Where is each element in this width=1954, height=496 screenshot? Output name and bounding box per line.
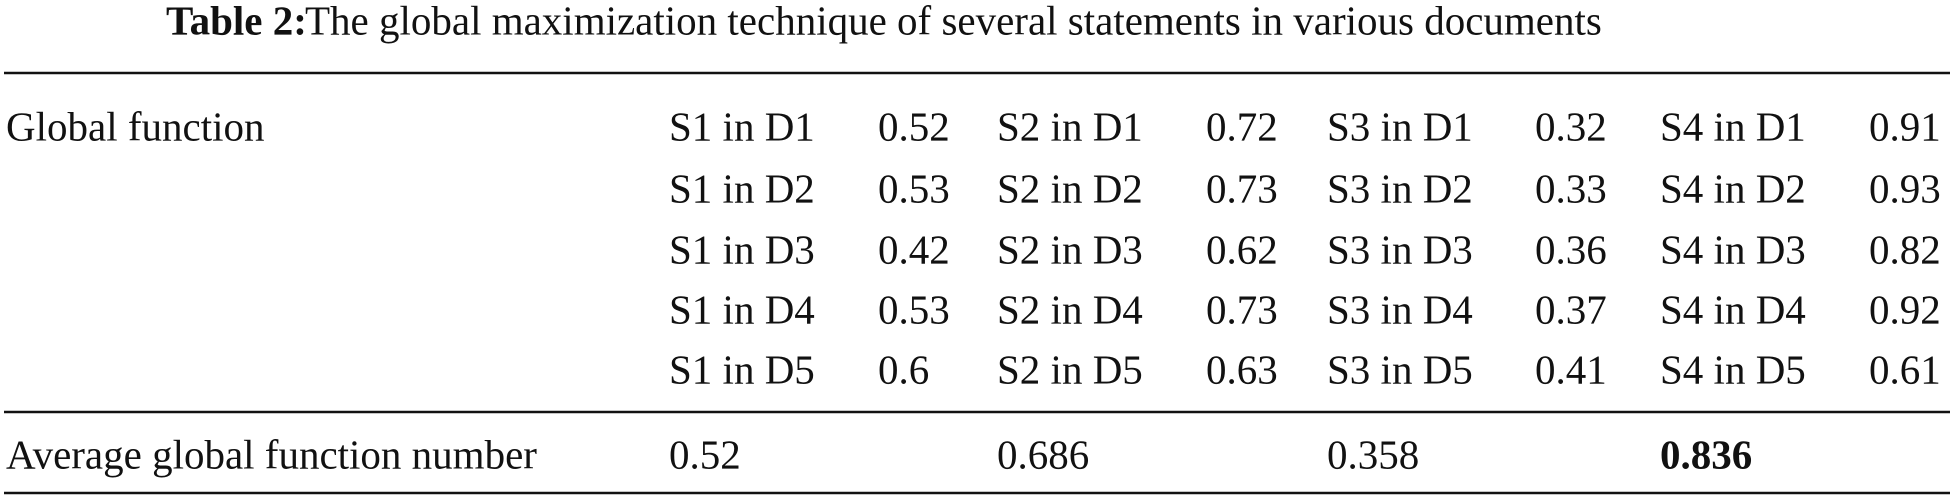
caption-label: Table 2: [166,0,307,43]
caption-text: The global maximization technique of sev… [305,0,1602,43]
statement-value: 0.42 [878,226,950,272]
statement-label: S2 in D4 [997,286,1143,332]
statement-value: 0.91 [1869,103,1941,149]
average: 0.52 [669,431,741,477]
statement-value: 0.92 [1869,286,1941,332]
statement-value: 0.41 [1535,346,1607,392]
statement-value: 0.53 [878,165,950,211]
statement-value: 0.82 [1869,226,1941,272]
row-label: Average global function number [6,431,537,477]
statement-label: S4 in D4 [1660,286,1806,332]
statement-value: 0.53 [878,286,950,332]
average: 0.686 [997,431,1089,477]
statement-label: S2 in D3 [997,226,1143,272]
statement-value: 0.63 [1206,346,1278,392]
statement-label: S4 in D5 [1660,346,1806,392]
statement-label: S3 in D2 [1327,165,1473,211]
statement-value: 0.32 [1535,103,1607,149]
statement-label: S3 in D4 [1327,286,1473,332]
statement-label: S4 in D1 [1660,103,1806,149]
statement-label: S3 in D5 [1327,346,1473,392]
statement-label: S4 in D2 [1660,165,1806,211]
statement-label: S2 in D5 [997,346,1143,392]
statement-label: S1 in D5 [669,346,815,392]
statement-value: 0.62 [1206,226,1278,272]
statement-label: S3 in D3 [1327,226,1473,272]
statement-label: S1 in D3 [669,226,815,272]
statement-value: 0.93 [1869,165,1941,211]
statement-label: S2 in D1 [997,103,1143,149]
statement-value: 0.72 [1206,103,1278,149]
average: 0.836 [1660,431,1752,477]
statement-label: S3 in D1 [1327,103,1473,149]
statement-value: 0.73 [1206,286,1278,332]
statement-value: 0.6 [878,346,929,392]
row-label: Global function [6,103,264,149]
statement-value: 0.33 [1535,165,1607,211]
statement-label: S4 in D3 [1660,226,1806,272]
statement-value: 0.73 [1206,165,1278,211]
statement-value: 0.52 [878,103,950,149]
statement-value: 0.37 [1535,286,1607,332]
statement-label: S1 in D4 [669,286,815,332]
statement-value: 0.61 [1869,346,1941,392]
average: 0.358 [1327,431,1419,477]
statement-value: 0.36 [1535,226,1607,272]
statement-label: S2 in D2 [997,165,1143,211]
statement-label: S1 in D2 [669,165,815,211]
statement-label: S1 in D1 [669,103,815,149]
